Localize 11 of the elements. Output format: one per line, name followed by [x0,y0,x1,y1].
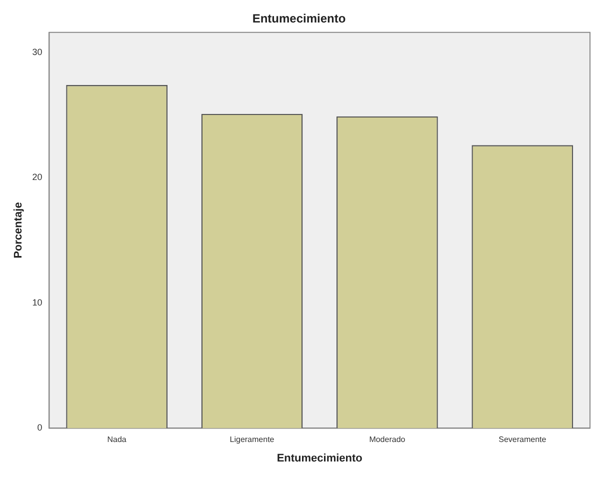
x-tick-label: Severamente [498,435,547,444]
y-tick-label: 20 [32,172,42,182]
y-tick-label: 10 [32,297,42,308]
y-axis-title: Porcentaje [12,202,25,258]
x-tick-label: Moderado [369,435,406,444]
y-tick-label: 0 [37,422,42,433]
y-tick-label: 30 [32,46,42,57]
x-axis-title: Entumecimiento [276,452,363,464]
x-tick-label: Nada [107,435,127,444]
x-tick-label: Ligeramente [230,435,275,444]
chart-title: Entumecimiento [252,12,346,26]
